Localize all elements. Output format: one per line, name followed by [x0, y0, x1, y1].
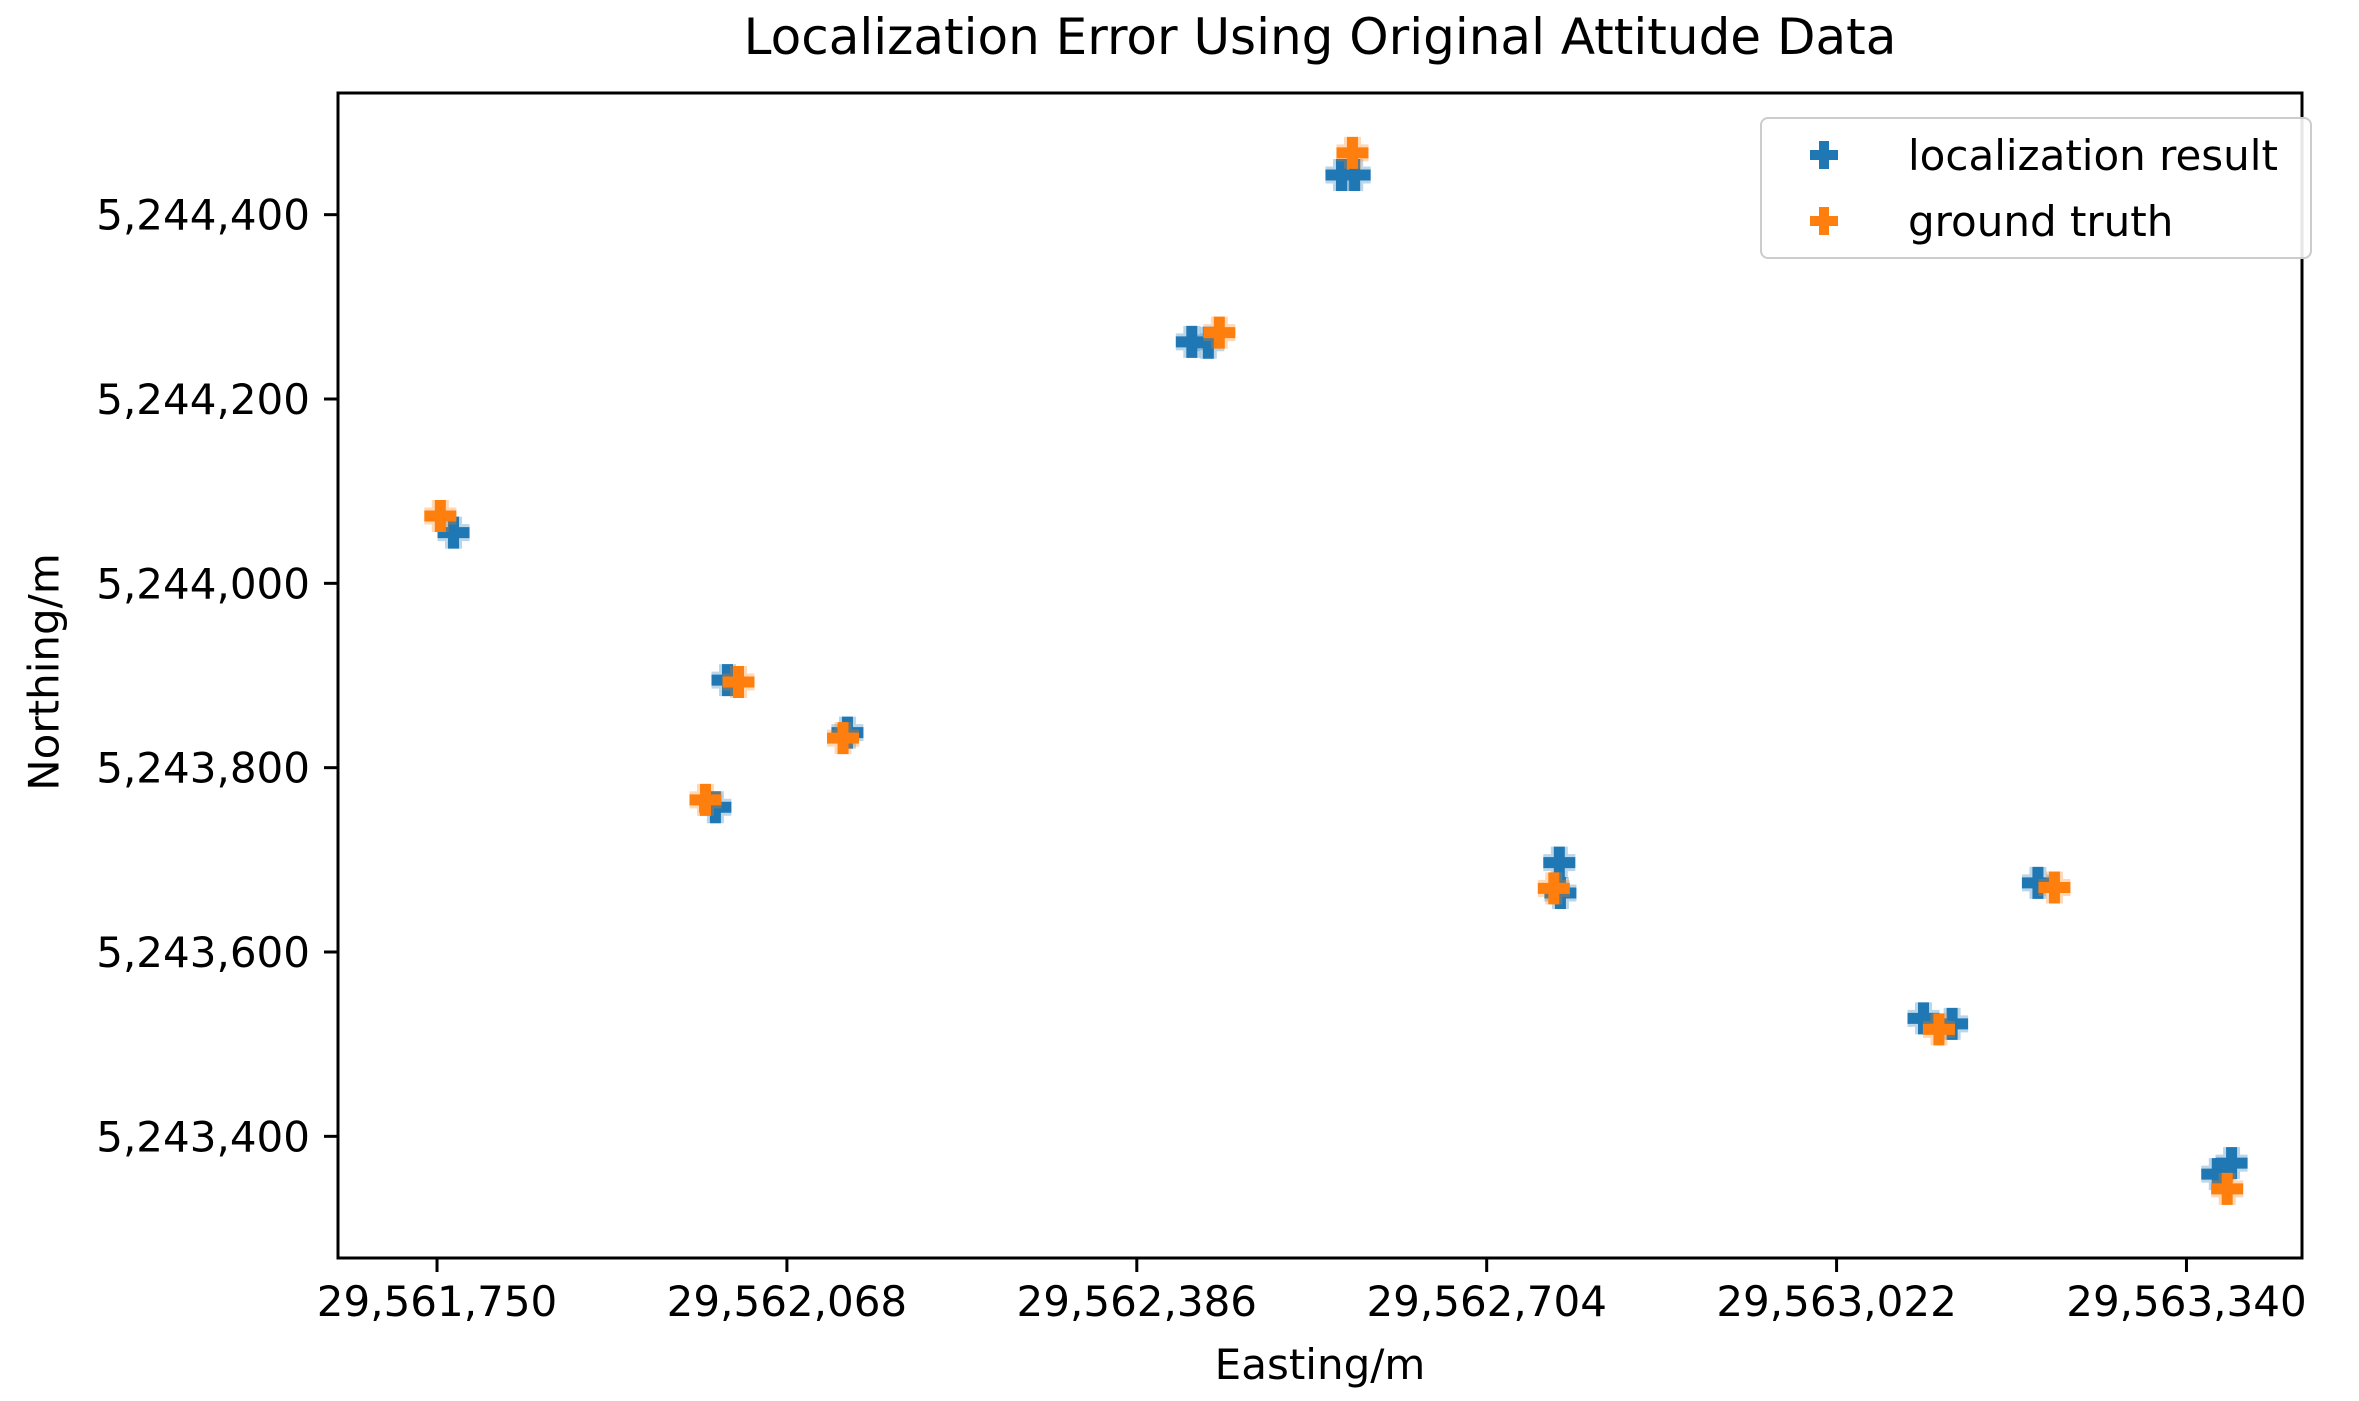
plot-frame — [336, 91, 2304, 1260]
plus-marker-icon — [1810, 207, 1838, 235]
data-point-ground-truth — [722, 665, 755, 698]
x-tick-label: 29,562,704 — [1366, 1277, 1606, 1326]
data-point-ground-truth — [827, 722, 860, 755]
x-tick-label: 29,561,750 — [317, 1277, 557, 1326]
x-tick-label: 29,562,068 — [667, 1277, 907, 1326]
data-point-ground-truth — [2038, 871, 2071, 904]
y-tick-label: 5,243,800 — [96, 744, 310, 793]
chart-title: Localization Error Using Original Attitu… — [743, 8, 1897, 66]
data-point-ground-truth — [2211, 1172, 2244, 1205]
y-tick-label: 5,243,400 — [96, 1112, 310, 1161]
y-tick-label: 5,244,200 — [96, 375, 310, 424]
data-point-ground-truth — [1922, 1013, 1955, 1046]
legend-item-localization-result: localization result — [1802, 122, 2310, 188]
data-point-ground-truth — [1537, 872, 1570, 905]
y-tick-label: 5,244,000 — [96, 559, 310, 608]
legend: localization result ground truth — [1760, 117, 2312, 259]
plus-marker-icon — [1810, 141, 1838, 169]
y-tick-label: 5,243,600 — [96, 928, 310, 977]
x-axis-label: Easting/m — [1214, 1340, 1426, 1389]
legend-label: ground truth — [1908, 196, 2174, 246]
data-point-ground-truth — [1203, 316, 1236, 349]
data-point-ground-truth — [689, 783, 722, 816]
data-point-localization — [437, 516, 470, 549]
x-tick-label: 29,563,340 — [2066, 1277, 2306, 1326]
x-tick-label: 29,563,022 — [1716, 1277, 1956, 1326]
data-point-ground-truth — [1336, 136, 1369, 169]
y-tick-label: 5,244,400 — [96, 191, 310, 240]
legend-label: localization result — [1908, 130, 2278, 180]
data-point-ground-truth — [424, 500, 457, 533]
x-tick-label: 29,562,386 — [1017, 1277, 1257, 1326]
legend-item-ground-truth: ground truth — [1802, 188, 2310, 254]
data-point-localization — [1543, 846, 1576, 879]
